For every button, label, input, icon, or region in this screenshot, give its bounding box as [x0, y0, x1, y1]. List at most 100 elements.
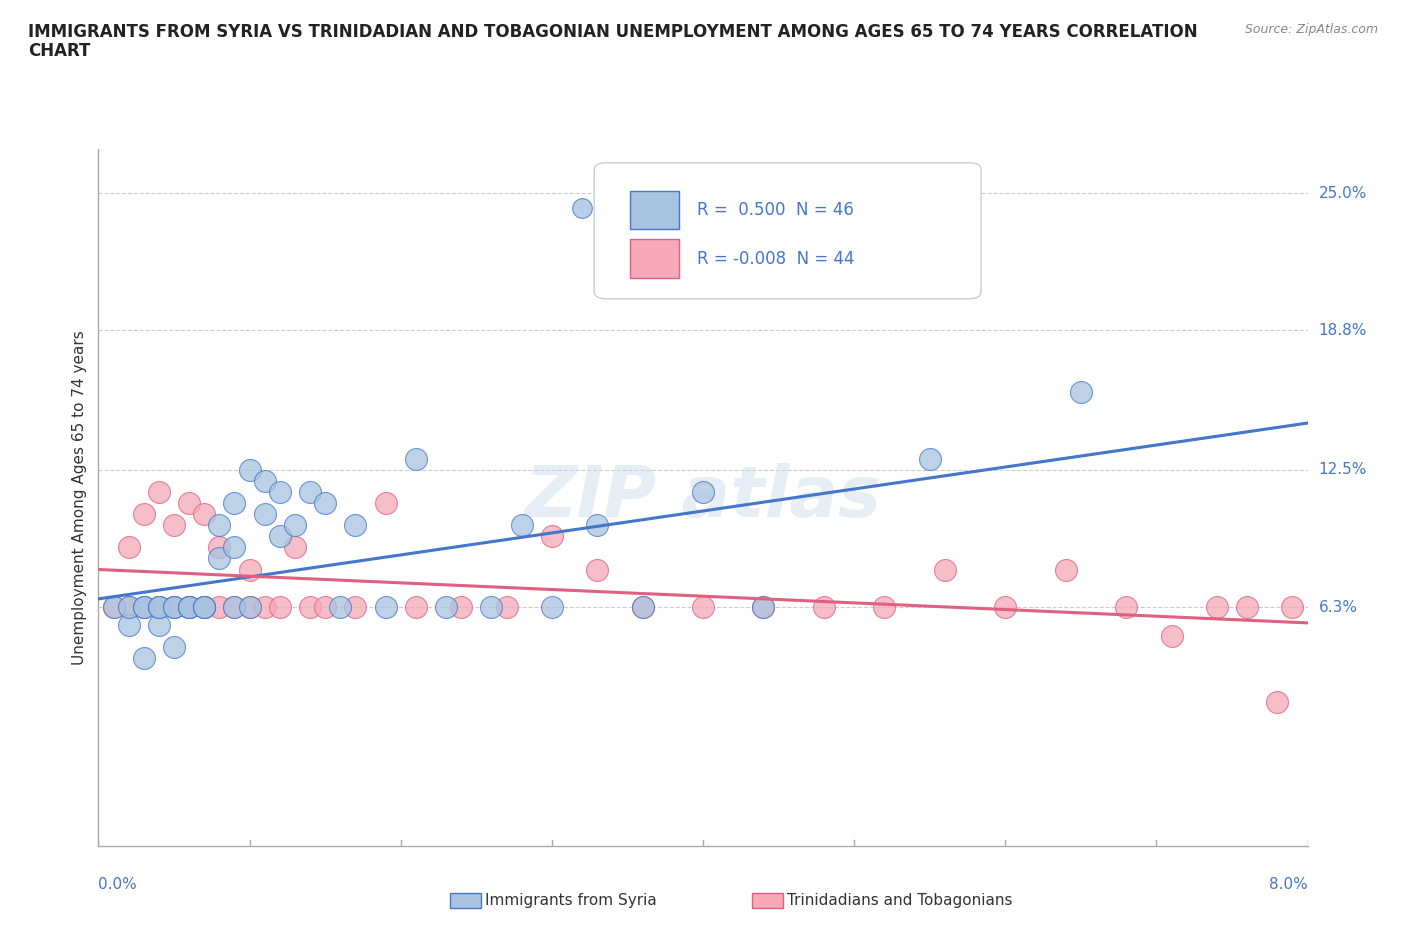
Point: [132, 600, 155, 615]
Point: [495, 600, 517, 615]
Point: [253, 600, 276, 615]
Text: R =  0.500  N = 46: R = 0.500 N = 46: [697, 201, 853, 219]
Bar: [630, 240, 679, 278]
Text: 0.0%: 0.0%: [98, 877, 138, 892]
Point: [148, 600, 170, 615]
Point: [163, 640, 186, 655]
Point: [1115, 600, 1137, 615]
Point: [193, 600, 215, 615]
Point: [813, 600, 835, 615]
Text: IMMIGRANTS FROM SYRIA VS TRINIDADIAN AND TOBAGONIAN UNEMPLOYMENT AMONG AGES 65 T: IMMIGRANTS FROM SYRIA VS TRINIDADIAN AND…: [28, 23, 1198, 41]
Point: [208, 518, 231, 533]
Point: [193, 600, 215, 615]
Point: [934, 562, 956, 577]
Point: [540, 529, 562, 544]
Point: [450, 600, 472, 615]
Text: CHART: CHART: [28, 42, 90, 60]
Point: [163, 518, 186, 533]
Y-axis label: Unemployment Among Ages 65 to 74 years: Unemployment Among Ages 65 to 74 years: [72, 330, 87, 665]
Point: [239, 600, 262, 615]
Point: [132, 507, 155, 522]
Point: [405, 600, 427, 615]
Point: [269, 485, 291, 499]
Point: [118, 600, 141, 615]
Point: [253, 473, 276, 488]
Point: [586, 518, 609, 533]
Point: [208, 551, 231, 565]
Point: [299, 600, 322, 615]
Point: [692, 485, 714, 499]
Point: [163, 600, 186, 615]
Text: Source: ZipAtlas.com: Source: ZipAtlas.com: [1244, 23, 1378, 36]
Point: [752, 600, 775, 615]
Point: [434, 600, 457, 615]
Point: [873, 600, 896, 615]
Point: [179, 600, 201, 615]
Point: [148, 600, 170, 615]
Point: [269, 600, 291, 615]
Point: [132, 651, 155, 666]
Text: 6.3%: 6.3%: [1319, 600, 1358, 615]
Point: [1236, 600, 1258, 615]
Text: Trinidadians and Tobagonians: Trinidadians and Tobagonians: [787, 893, 1012, 908]
Point: [1281, 600, 1303, 615]
Point: [193, 600, 215, 615]
Point: [918, 451, 941, 466]
Point: [148, 600, 170, 615]
Point: [994, 600, 1017, 615]
Point: [239, 562, 262, 577]
Point: [374, 496, 396, 511]
Point: [224, 600, 246, 615]
Point: [179, 600, 201, 615]
Point: [344, 518, 367, 533]
Point: [103, 600, 125, 615]
Point: [1070, 385, 1092, 400]
Point: [479, 600, 503, 615]
Point: [314, 496, 336, 511]
Point: [329, 600, 352, 615]
Point: [179, 600, 201, 615]
Point: [224, 540, 246, 555]
Point: [148, 485, 170, 499]
Point: [269, 529, 291, 544]
Point: [132, 600, 155, 615]
Point: [239, 600, 262, 615]
Bar: [630, 191, 679, 229]
Point: [193, 600, 215, 615]
Text: R = -0.008  N = 44: R = -0.008 N = 44: [697, 250, 855, 268]
Text: Immigrants from Syria: Immigrants from Syria: [485, 893, 657, 908]
Point: [193, 507, 215, 522]
Point: [1205, 600, 1229, 615]
Point: [224, 600, 246, 615]
Point: [224, 496, 246, 511]
Point: [631, 600, 654, 615]
Point: [374, 600, 396, 615]
Text: 18.8%: 18.8%: [1319, 323, 1367, 338]
Point: [118, 618, 141, 632]
Point: [314, 600, 336, 615]
Point: [163, 600, 186, 615]
Text: 8.0%: 8.0%: [1268, 877, 1308, 892]
Point: [752, 600, 775, 615]
Point: [1265, 695, 1288, 710]
Point: [118, 540, 141, 555]
Point: [208, 600, 231, 615]
Point: [540, 600, 562, 615]
Point: [118, 600, 141, 615]
Point: [1160, 629, 1182, 644]
Point: [510, 518, 533, 533]
Point: [299, 485, 322, 499]
Point: [631, 600, 654, 615]
Point: [179, 600, 201, 615]
Point: [208, 540, 231, 555]
Point: [1054, 562, 1077, 577]
Text: ZIP atlas: ZIP atlas: [524, 463, 882, 532]
Point: [284, 518, 307, 533]
Point: [344, 600, 367, 615]
Point: [586, 562, 609, 577]
Point: [148, 618, 170, 632]
Point: [103, 600, 125, 615]
Point: [179, 496, 201, 511]
FancyBboxPatch shape: [595, 163, 981, 299]
Point: [253, 507, 276, 522]
